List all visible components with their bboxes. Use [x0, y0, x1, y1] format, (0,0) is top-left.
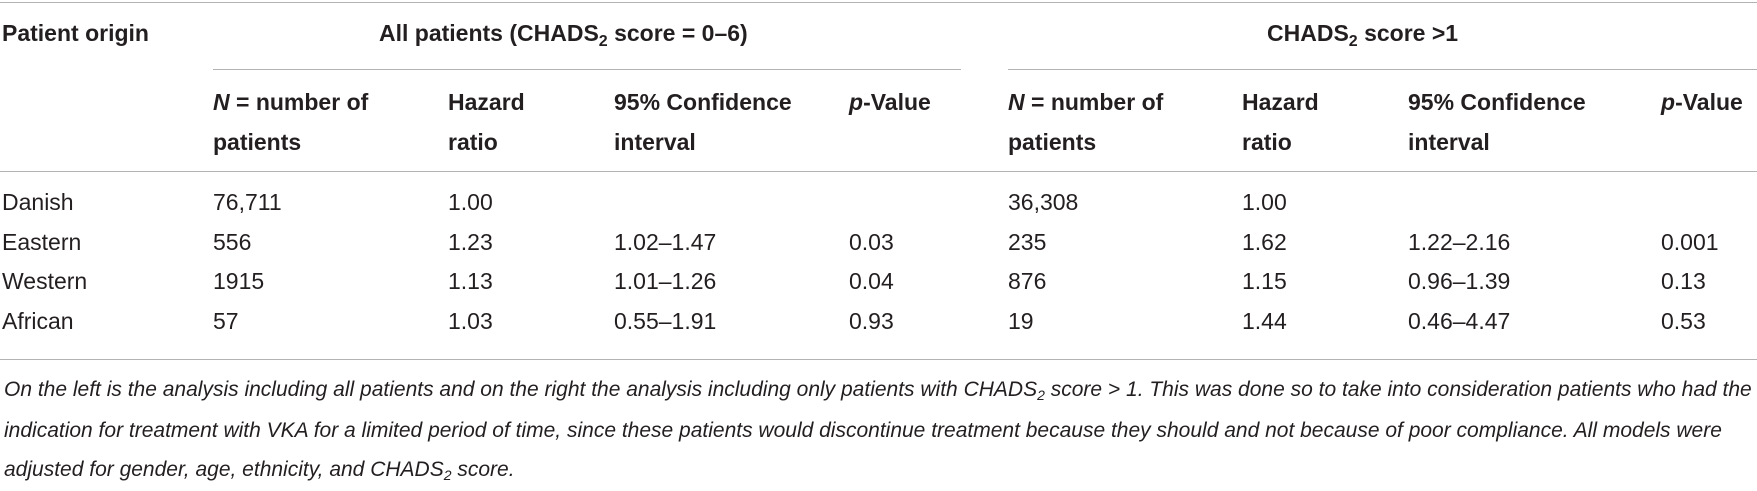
cell-p-right: 0.53	[1661, 308, 1706, 334]
cell-origin: Danish	[2, 189, 74, 215]
table-footnote: On the left is the analysis including al…	[4, 378, 1752, 483]
cell-hr-left: 1.23	[448, 229, 493, 255]
table-bottom-rule	[0, 359, 1757, 360]
cell-hr-right: 1.62	[1242, 229, 1287, 255]
header-hazard-ratio-right: Hazard ratio	[1242, 89, 1319, 155]
cell-hr-left: 1.00	[448, 189, 493, 215]
cell-hr-right: 1.00	[1242, 189, 1287, 215]
cell-hr-right: 1.15	[1242, 268, 1287, 294]
header-p-value-right: p-Value	[1661, 89, 1743, 115]
cell-p-left: 0.93	[849, 308, 894, 334]
cell-hr-left: 1.03	[448, 308, 493, 334]
header-n-patients-right: N = number of patients	[1008, 89, 1164, 155]
cell-n-left: 76,711	[213, 189, 282, 215]
group-rule-chads-gt1	[1008, 69, 1757, 70]
cell-hr-left: 1.13	[448, 268, 493, 294]
header-hazard-ratio-left: Hazard ratio	[448, 89, 525, 155]
cell-origin: African	[2, 308, 74, 334]
group-rule-all-patients	[213, 69, 961, 70]
cell-ci-right: 0.46–4.47	[1408, 308, 1511, 334]
cell-hr-right: 1.44	[1242, 308, 1287, 334]
cell-n-right: 36,308	[1008, 189, 1079, 215]
cell-ci-left: 0.55–1.91	[614, 308, 717, 334]
cell-n-right: 876	[1008, 268, 1047, 294]
header-p-value-left: p-Value	[849, 89, 931, 115]
header-n-patients-left: N = number of patients	[213, 89, 369, 155]
header-all-patients: All patients (CHADS2 score = 0–6)	[379, 20, 748, 50]
header-chads-gt1: CHADS2 score >1	[1267, 20, 1459, 50]
cell-ci-right: 0.96–1.39	[1408, 268, 1511, 294]
cell-n-left: 556	[213, 229, 252, 255]
cell-ci-right: 1.22–2.16	[1408, 229, 1511, 255]
cell-origin: Western	[2, 268, 88, 294]
header-confidence-interval-right: 95% Confidence interval	[1408, 89, 1586, 155]
top-rule	[0, 2, 1757, 3]
cell-ci-left: 1.02–1.47	[614, 229, 717, 255]
cell-p-right: 0.13	[1661, 268, 1706, 294]
cell-p-right: 0.001	[1661, 229, 1719, 255]
header-bottom-rule	[0, 171, 1757, 172]
cell-n-right: 235	[1008, 229, 1047, 255]
cell-n-right: 19	[1008, 308, 1034, 334]
cell-n-left: 1915	[213, 268, 265, 294]
cell-n-left: 57	[213, 308, 239, 334]
header-patient-origin: Patient origin	[2, 20, 149, 46]
cell-p-left: 0.04	[849, 268, 894, 294]
cell-ci-left: 1.01–1.26	[614, 268, 717, 294]
cell-p-left: 0.03	[849, 229, 894, 255]
header-confidence-interval-left: 95% Confidence interval	[614, 89, 792, 155]
cell-origin: Eastern	[2, 229, 82, 255]
